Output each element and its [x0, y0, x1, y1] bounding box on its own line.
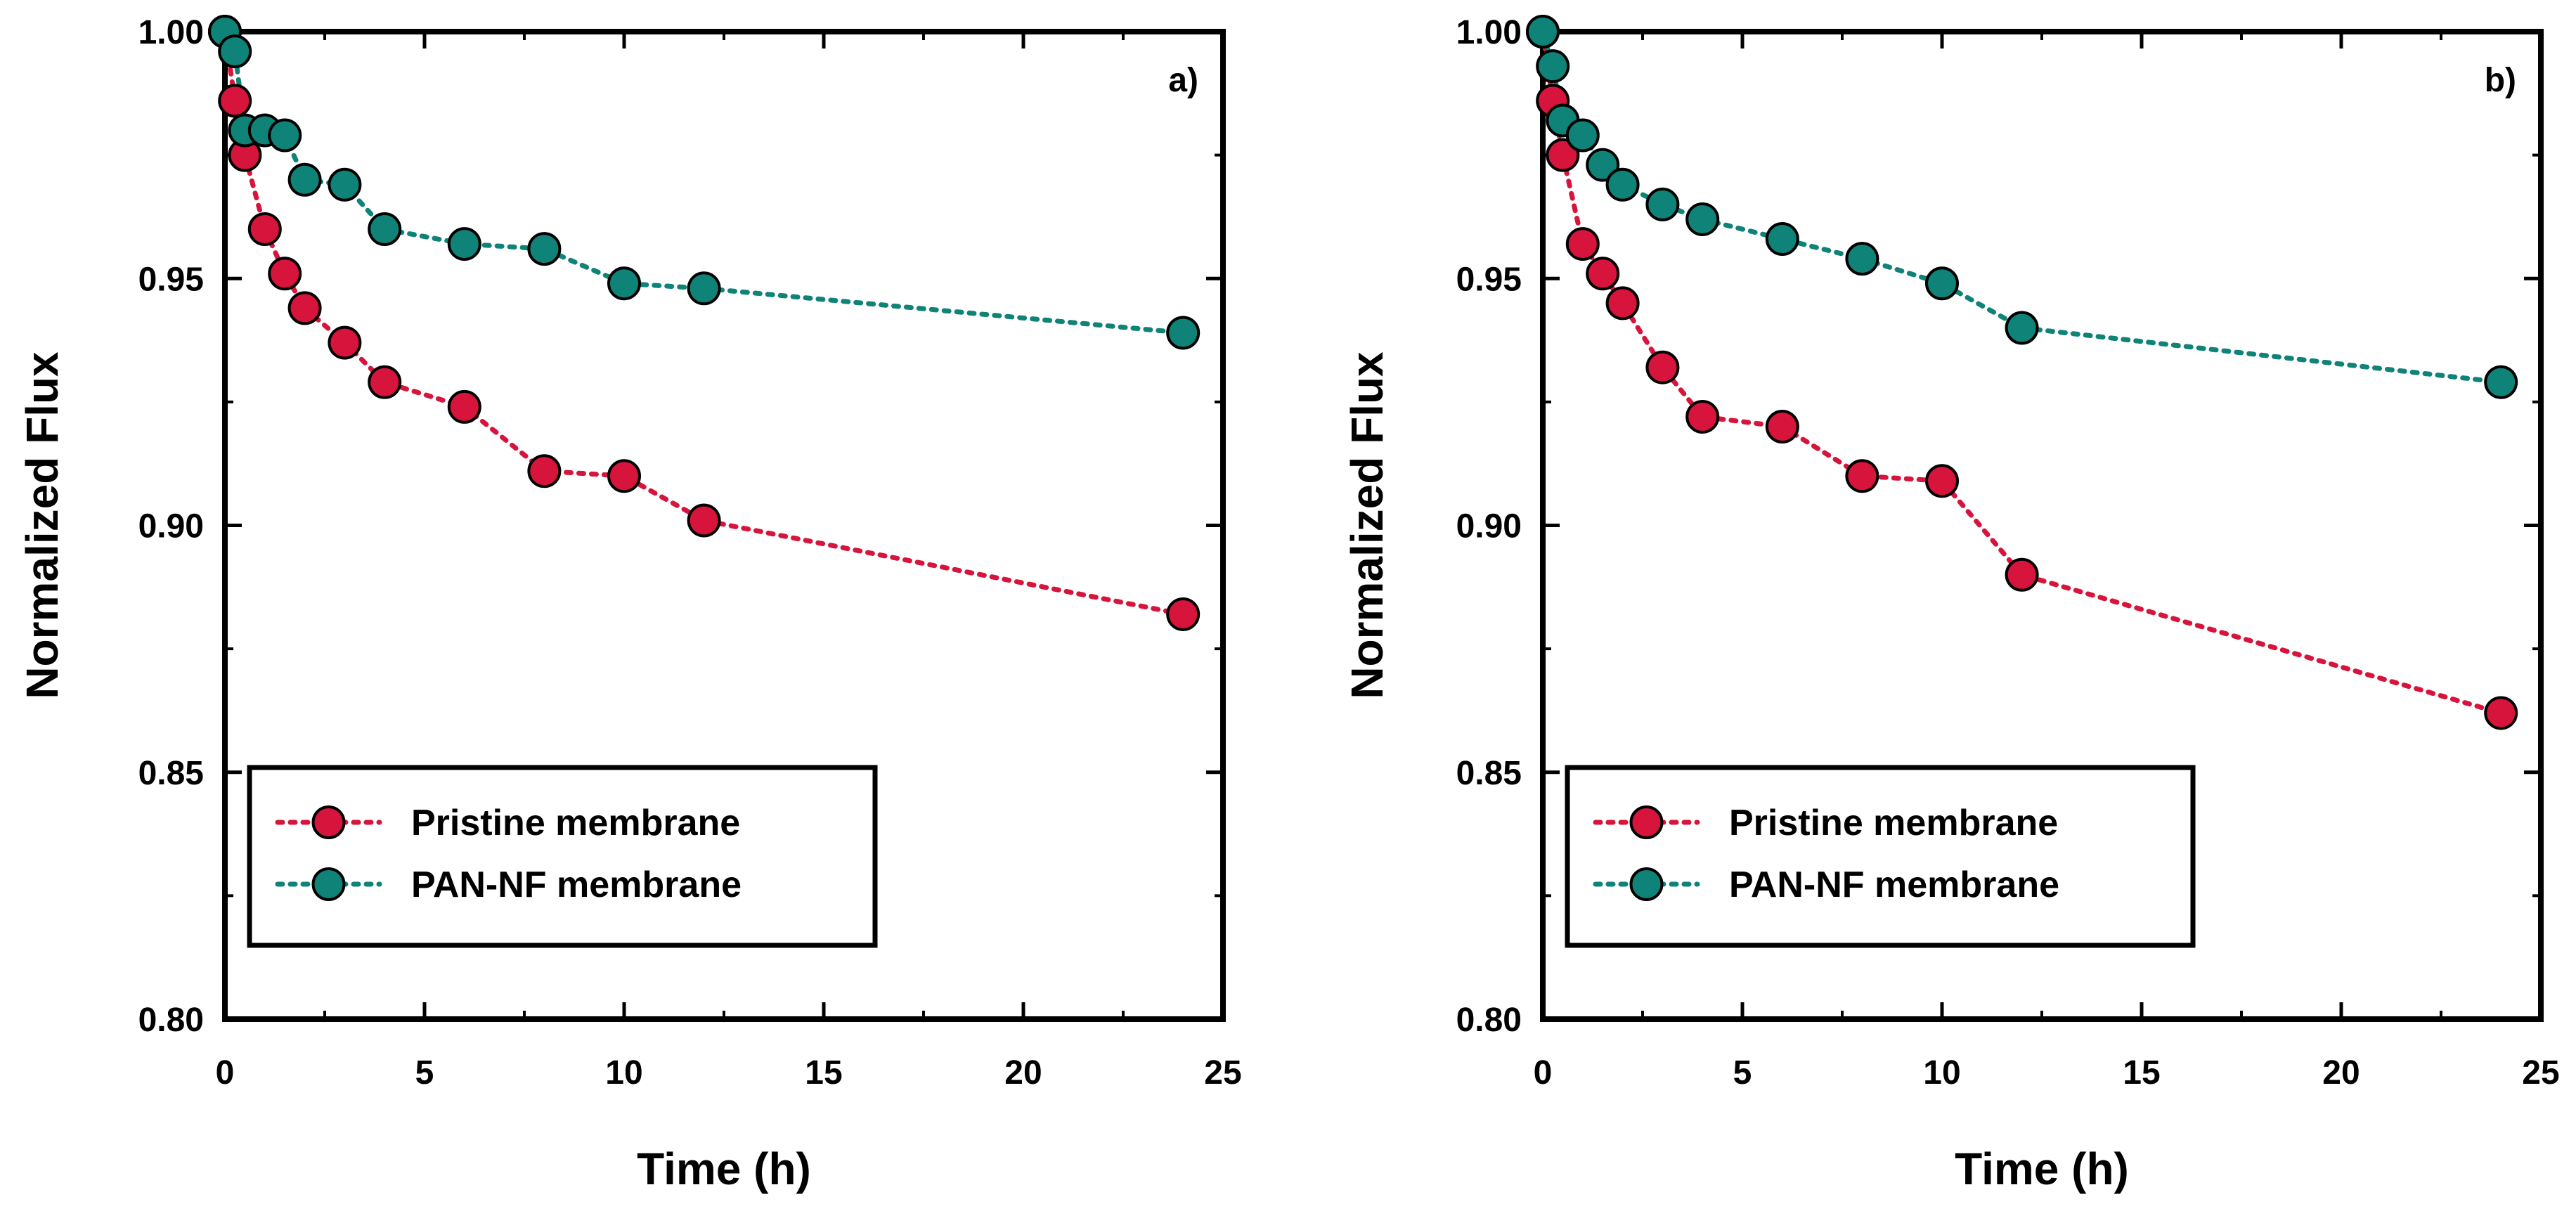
y-tick-label: 1.00 [1456, 14, 1522, 51]
data-point-pristine [1546, 138, 1580, 172]
legend-marker [1629, 805, 1664, 839]
data-point-pan-nf [328, 167, 362, 202]
data-point-pan-nf [268, 118, 302, 153]
panel-b: 0 5 10 15 20 25 0.80 0.85 0.90 0.95 1.00 Time (h) No… [1342, 14, 2560, 1194]
x-tick-label: 10 [605, 1054, 642, 1092]
data-point-pan-nf [1845, 242, 1879, 276]
y-tick-label: 0.95 [1456, 261, 1522, 298]
data-point-pan-nf [1685, 202, 1720, 236]
data-point-pristine [328, 325, 362, 360]
data-point-pristine [287, 291, 322, 325]
x-tick-label: 0 [216, 1054, 235, 1092]
x-tick-label: 5 [1733, 1054, 1752, 1092]
y-axis-title: Normalized Flux [17, 351, 67, 699]
x-axis-title: Time (h) [637, 1144, 811, 1194]
x-tick-label: 5 [415, 1054, 434, 1092]
legend-marker [311, 867, 346, 901]
panel-label: b) [2485, 62, 2516, 99]
data-point-pan-nf [2005, 311, 2039, 345]
data-point-pristine [2005, 557, 2039, 592]
data-point-pan-nf [1605, 167, 1640, 202]
legend-marker [1629, 867, 1664, 901]
data-point-pristine [218, 84, 252, 118]
x-tick-label: 20 [2322, 1054, 2360, 1092]
data-point-pristine [1845, 459, 1879, 493]
x-axis-title: Time (h) [1955, 1144, 2129, 1194]
data-point-pristine [2484, 696, 2518, 730]
data-point-pan-nf [527, 232, 562, 266]
data-point-pan-nf [1526, 15, 1560, 48]
data-point-pristine [447, 389, 481, 424]
legend-label: Pristine membrane [1729, 803, 2058, 843]
y-tick-label: 0.80 [138, 1002, 204, 1039]
data-point-pan-nf [1565, 118, 1600, 153]
data-point-pristine [368, 365, 402, 399]
x-tick-label: 25 [2522, 1054, 2559, 1092]
legend-label: PAN-NF membrane [411, 864, 742, 905]
data-point-pan-nf [1166, 316, 1200, 350]
data-point-pristine [1166, 597, 1200, 631]
legend-box [1565, 765, 2196, 948]
data-point-pan-nf [2484, 365, 2518, 399]
data-point-pristine [1685, 399, 1720, 434]
x-tick-label: 0 [1534, 1054, 1553, 1092]
data-point-pristine [1586, 257, 1620, 291]
y-tick-label: 0.90 [138, 508, 204, 545]
legend-label: Pristine membrane [411, 803, 740, 843]
data-point-pan-nf [1586, 148, 1620, 182]
series-line-pristine [1540, 29, 2504, 715]
data-point-pan-nf [1536, 49, 1570, 84]
data-point-pristine [687, 503, 721, 538]
data-point-pristine [1565, 227, 1600, 261]
panel-a: 0 5 10 15 20 25 0.80 0.85 0.90 0.95 1.00 Time (h) No… [17, 14, 1242, 1194]
legend-box [247, 765, 878, 948]
data-point-pan-nf [447, 227, 481, 261]
legend-label: PAN-NF membrane [1729, 864, 2059, 905]
data-point-pristine [1645, 350, 1680, 384]
data-point-pristine [1925, 464, 1959, 498]
data-point-pan-nf [1645, 187, 1680, 221]
data-point-pristine [527, 454, 562, 488]
x-tick-label: 20 [1004, 1054, 1042, 1092]
data-point-pan-nf [287, 162, 322, 197]
x-tick-label: 10 [1923, 1054, 1960, 1092]
data-point-pan-nf [1925, 266, 1959, 301]
y-axis-title: Normalized Flux [1342, 351, 1392, 699]
x-tick-label: 15 [2123, 1054, 2160, 1092]
data-point-pristine [268, 257, 302, 291]
data-point-pan-nf [218, 34, 252, 69]
y-tick-label: 0.90 [1456, 508, 1522, 545]
y-tick-label: 0.95 [138, 261, 204, 298]
data-point-pan-nf [687, 271, 721, 306]
data-point-pristine [1765, 410, 1799, 443]
data-point-pristine [247, 212, 282, 246]
y-tick-label: 0.85 [138, 755, 204, 792]
y-tick-label: 0.80 [1456, 1002, 1522, 1039]
x-tick-label: 15 [805, 1054, 842, 1092]
legend-marker [311, 805, 346, 839]
panel-label: a) [1168, 62, 1198, 99]
x-tick-label: 25 [1204, 1054, 1241, 1092]
data-point-pan-nf [368, 212, 402, 246]
data-point-pristine [607, 459, 641, 493]
data-point-pan-nf [607, 266, 641, 301]
y-tick-label: 0.85 [1456, 755, 1522, 792]
y-tick-label: 1.00 [138, 14, 204, 51]
data-point-pristine [1605, 286, 1640, 320]
data-point-pan-nf [1765, 222, 1799, 257]
